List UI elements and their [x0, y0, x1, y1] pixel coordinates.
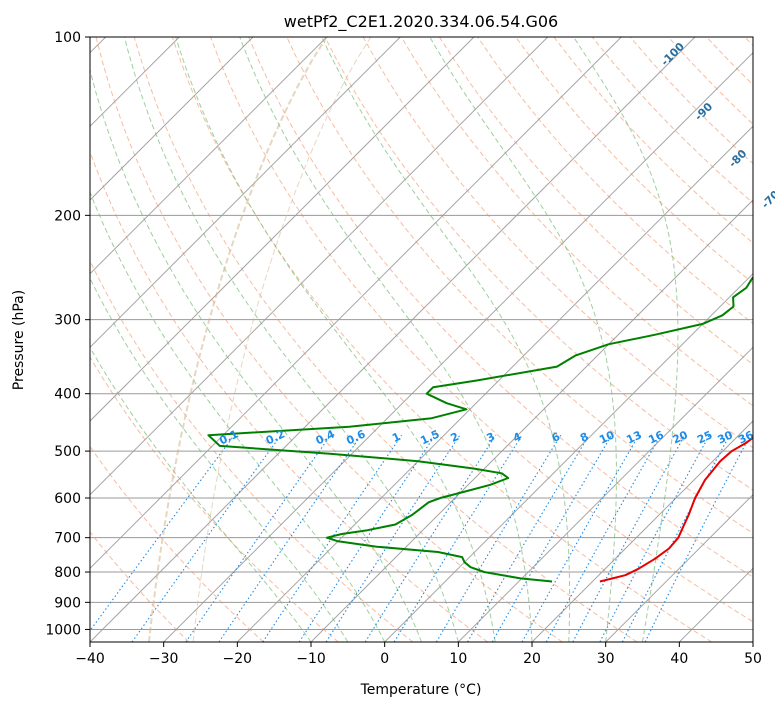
x-tick-label: 10: [449, 651, 467, 667]
moist-adiabat-line: [90, 277, 349, 642]
mixing-ratio-line: [435, 434, 562, 642]
mixing-ratio-line: [621, 434, 731, 642]
isotherm-line: [90, 37, 622, 570]
y-tick-label: 100: [54, 30, 81, 46]
y-tick-label: 800: [54, 565, 81, 581]
isotherm-line: [90, 37, 328, 275]
dry-adiabat-line: [90, 150, 488, 642]
dry-adiabat-line: [90, 356, 339, 642]
isotherm-line: [310, 199, 753, 642]
y-axis-label: Pressure (hPa): [11, 290, 27, 390]
series-layer: [207, 276, 753, 583]
y-tick-label: 200: [54, 208, 81, 224]
moist-adiabat-line: [90, 68, 422, 642]
x-tick-label: −40: [75, 651, 105, 667]
dry-adiabat-line: [133, 37, 638, 642]
x-tick-label: 0: [380, 651, 389, 667]
lcl-curve: [147, 37, 328, 642]
mixing-ratio-line: [644, 434, 751, 642]
mixing-ratio-line: [572, 434, 686, 642]
y-tick-label: 1000: [45, 622, 81, 638]
mixing-ratio-label: 20: [671, 428, 691, 446]
isotherm-line: [531, 420, 753, 642]
dry-adiabat-line: [90, 531, 190, 642]
moist-adiabat-line: [239, 37, 533, 642]
moist-adiabat-line: [429, 37, 617, 642]
x-tick-label: 20: [523, 651, 541, 667]
y-tick-label: 700: [54, 531, 81, 547]
isotherm-line: [90, 37, 401, 349]
mixing-ratio-line: [90, 434, 235, 632]
mixing-ratio-label: 10: [597, 428, 617, 446]
mixing-ratio-line: [393, 434, 523, 642]
axes: −40 −30 −20 −10 0 10 20 30 40 50 100 200 300 400 500 60…: [45, 30, 762, 667]
mixing-ratio-label: 25: [695, 428, 714, 446]
chart-title: wetPf2_C2E1.2020.334.06.54.G06: [284, 12, 558, 32]
mixing-ratio-line: [521, 434, 640, 642]
y-tick-label: 300: [54, 313, 81, 329]
isotherm-line: [90, 37, 549, 496]
isotherm-line: [605, 493, 753, 642]
lcl-curve: [192, 37, 372, 642]
x-tick-label: −20: [223, 651, 253, 667]
isotherm-line: [90, 37, 696, 642]
mixing-ratio-line: [467, 434, 590, 642]
mixing-ratio-line: [545, 434, 662, 642]
isotherm-line: [163, 51, 753, 642]
temperature-trace: [599, 436, 753, 583]
mixing-ratio-line: [325, 434, 461, 642]
isotherm-line: [90, 37, 254, 201]
moist-adiabat-line: [124, 37, 459, 642]
moist-adiabat-line: [90, 190, 386, 642]
isotherm-line: [90, 37, 475, 422]
dewpoint-trace: [207, 276, 753, 583]
moist-adiabat-line: [573, 37, 679, 642]
dry-adiabat-line: [438, 37, 753, 366]
x-tick-label: −10: [296, 651, 326, 667]
y-tick-label: 600: [54, 491, 81, 507]
x-tick-label: −30: [149, 651, 179, 667]
y-tick-label: 500: [54, 444, 81, 460]
dry-adiabat-line: [248, 37, 753, 578]
x-tick-label: 50: [744, 651, 762, 667]
x-axis-label: Temperature (°C): [360, 682, 482, 698]
isotherm-line: [457, 346, 753, 642]
dry-adiabat-line: [90, 445, 264, 642]
dry-adiabat-line: [324, 37, 753, 491]
y-tick-label: 400: [54, 387, 81, 403]
mixing-ratio-line: [364, 434, 497, 642]
mixing-ratio-label: 13: [624, 428, 643, 446]
dry-adiabat-line: [210, 37, 753, 623]
dry-adiabat-line: [95, 37, 563, 642]
mixing-ratio-line: [218, 434, 362, 642]
y-tick-label: 900: [54, 595, 81, 611]
plot-frame: [89, 36, 754, 643]
mixing-ratio-line: [185, 434, 332, 642]
x-tick-label: 40: [670, 651, 688, 667]
moist-adiabat-line: [175, 37, 496, 642]
isotherm-line: [384, 272, 753, 642]
mixing-ratio-line: [491, 434, 613, 642]
dry-adiabat-line: [171, 37, 712, 642]
moist-adiabat-line: [321, 37, 571, 642]
x-tick-label: 30: [597, 651, 615, 667]
dry-adiabat-line: [400, 37, 753, 407]
mixing-ratio-label: 30: [716, 428, 736, 446]
mixing-ratio-label: 16: [646, 428, 666, 446]
grid-layer: [90, 37, 753, 642]
mixing-ratio-label: 36: [736, 428, 756, 446]
